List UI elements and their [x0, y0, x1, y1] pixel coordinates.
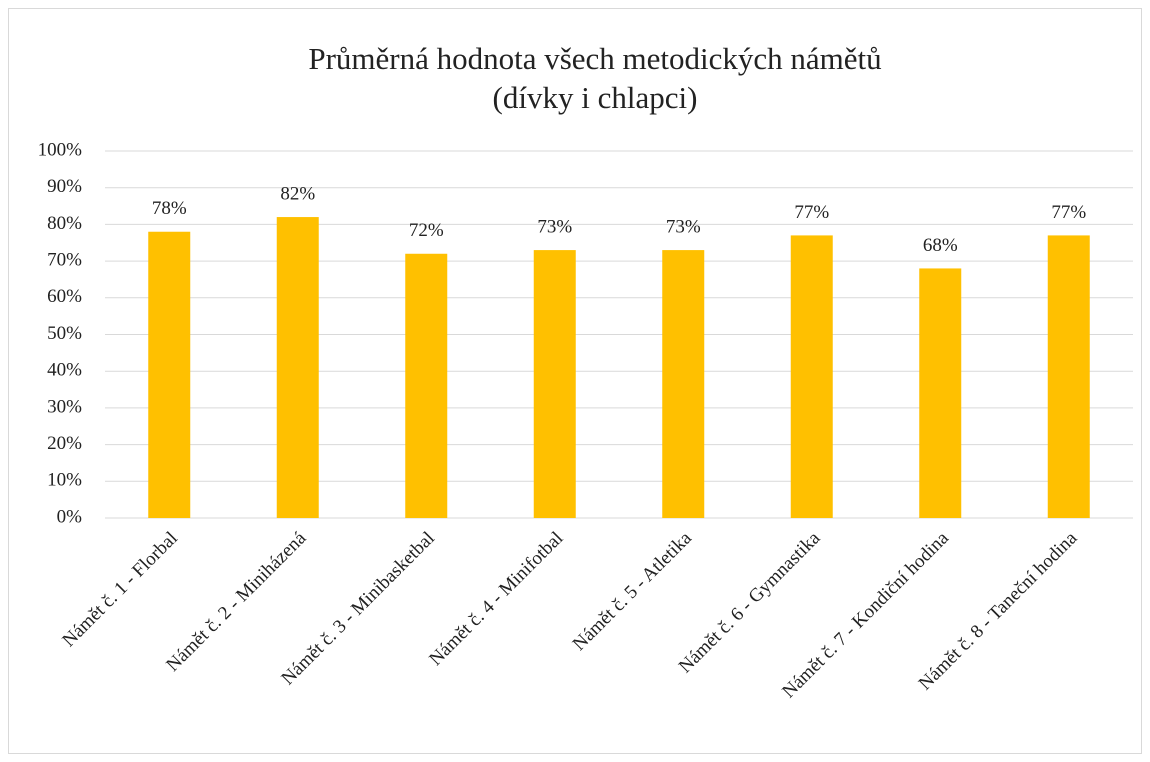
bar	[405, 253, 448, 518]
bar	[919, 268, 962, 518]
chart-subtitle: (dívky i chlapci)	[493, 80, 698, 115]
bar	[1047, 235, 1090, 518]
data-label: 73%	[666, 216, 701, 237]
bar	[662, 250, 705, 518]
y-tick-label: 80%	[47, 213, 82, 234]
chart-title: Průměrná hodnota všech metodických námět…	[308, 41, 881, 76]
y-tick-label: 20%	[47, 433, 82, 454]
data-label: 73%	[537, 216, 572, 237]
data-label: 77%	[794, 202, 829, 223]
y-tick-label: 40%	[47, 360, 82, 381]
bar	[276, 217, 319, 518]
data-label: 78%	[152, 198, 187, 219]
bar	[148, 231, 191, 519]
data-label: 72%	[409, 220, 444, 241]
data-label: 77%	[1051, 202, 1086, 223]
y-tick-label: 50%	[47, 323, 82, 344]
y-tick-label: 70%	[47, 249, 82, 270]
y-tick-label: 60%	[47, 286, 82, 307]
y-tick-label: 30%	[47, 396, 82, 417]
y-tick-label: 10%	[47, 470, 82, 491]
bar	[533, 250, 576, 518]
data-label: 68%	[923, 235, 958, 256]
y-tick-label: 0%	[57, 506, 83, 527]
y-tick-label: 100%	[38, 139, 83, 160]
bar	[790, 235, 833, 518]
y-tick-label: 90%	[47, 176, 82, 197]
data-label: 82%	[280, 183, 315, 204]
